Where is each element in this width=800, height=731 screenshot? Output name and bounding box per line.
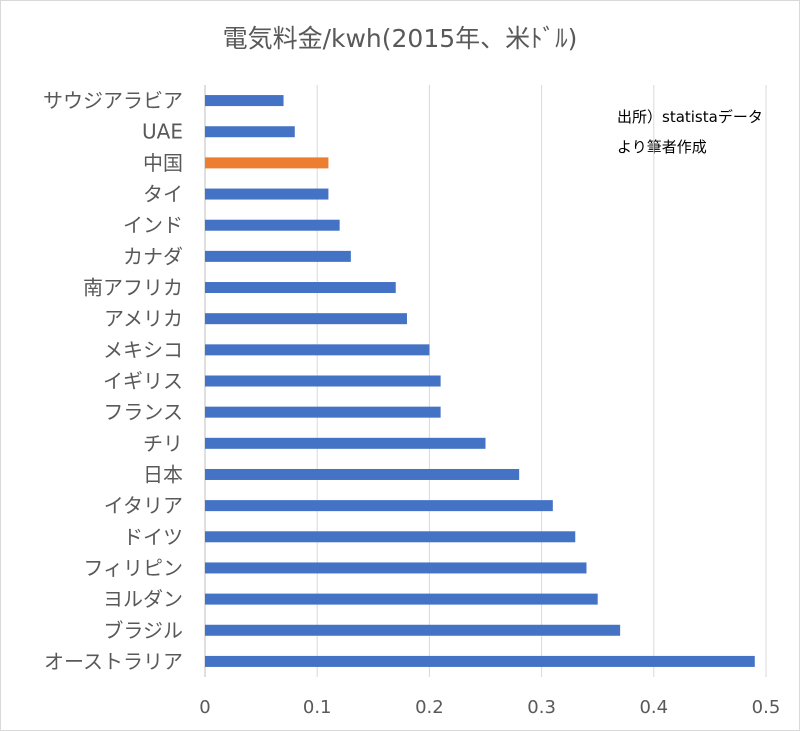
bar xyxy=(205,250,351,262)
bar xyxy=(205,406,441,418)
bar xyxy=(205,188,329,200)
bar xyxy=(205,624,621,636)
category-label: UAE xyxy=(142,120,183,144)
category-label: 中国 xyxy=(143,151,183,175)
category-label: イタリア xyxy=(104,494,183,518)
bar xyxy=(205,500,553,512)
bar xyxy=(205,282,396,294)
bar xyxy=(205,157,329,169)
chart-title: 電気料金/kwh(2015年、米ﾄﾞﾙ) xyxy=(222,24,578,53)
bar xyxy=(205,468,520,480)
x-tick-label: 0.3 xyxy=(527,697,556,718)
bar xyxy=(205,437,486,449)
category-label: ヨルダン xyxy=(103,587,183,611)
x-tick-label: 0 xyxy=(199,697,210,718)
category-label: インド xyxy=(123,213,183,237)
category-label: オーストラリア xyxy=(44,649,183,673)
category-label: ブラジル xyxy=(103,618,183,642)
bar xyxy=(205,313,407,325)
x-tick-label: 0.4 xyxy=(639,697,668,718)
annotation-line-2: より筆者作成 xyxy=(617,138,707,156)
category-label: タイ xyxy=(143,182,183,206)
category-label: メキシコ xyxy=(103,338,183,362)
category-label: カナダ xyxy=(123,244,183,268)
bar xyxy=(205,344,430,356)
category-label: サウジアラビア xyxy=(43,89,183,113)
category-label: チリ xyxy=(143,431,183,455)
category-label: 日本 xyxy=(143,462,183,486)
x-tick-label: 0.5 xyxy=(752,697,781,718)
bar xyxy=(205,593,598,605)
category-label: フィリピン xyxy=(83,556,183,580)
bar xyxy=(205,95,284,107)
category-label: ドイツ xyxy=(123,525,183,549)
bar xyxy=(205,655,755,667)
category-label: イギリス xyxy=(103,369,183,393)
bar xyxy=(205,126,295,138)
bar xyxy=(205,531,576,543)
category-label: フランス xyxy=(103,400,183,424)
bar xyxy=(205,219,340,231)
category-label: 南アフリカ xyxy=(83,276,183,300)
bar xyxy=(205,375,441,387)
x-tick-label: 0.1 xyxy=(303,697,332,718)
x-tick-label: 0.2 xyxy=(415,697,444,718)
bar xyxy=(205,562,587,574)
category-label: アメリカ xyxy=(104,307,183,331)
